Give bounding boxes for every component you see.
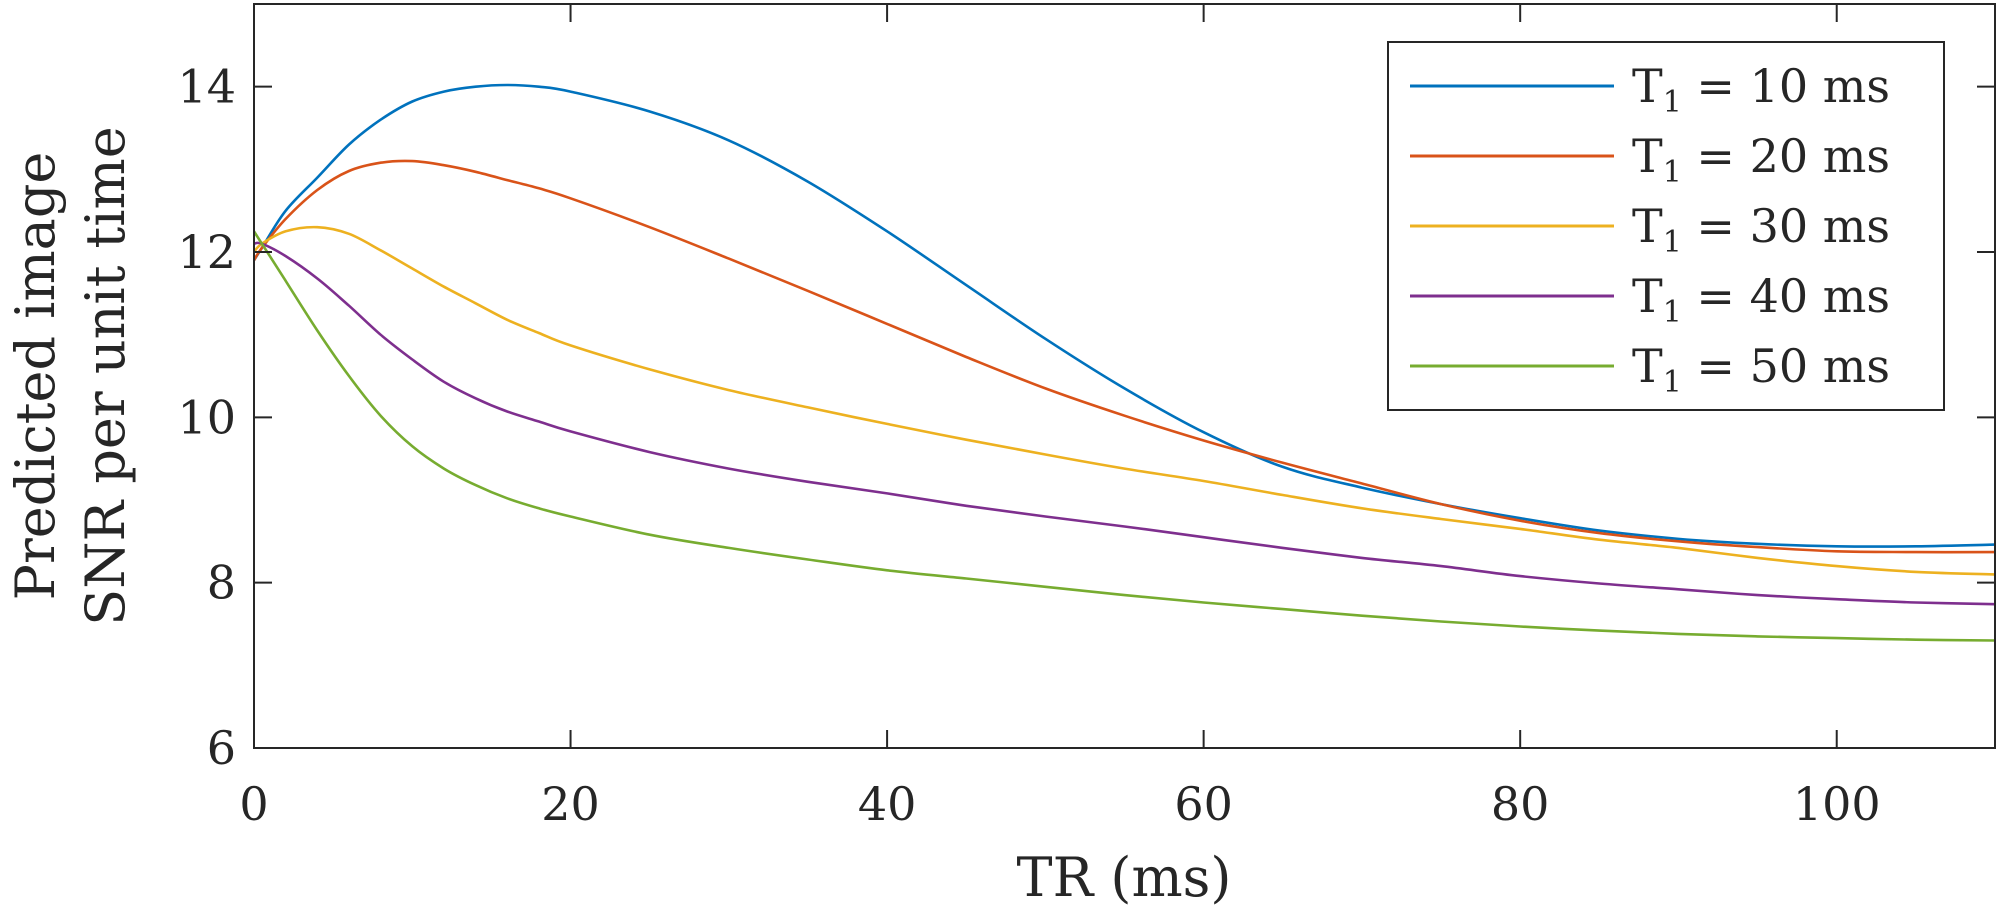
legend-label-t1-50ms: T1 = 50 ms [1632,339,1890,400]
series-line-t1-50ms [252,230,1996,642]
x-tick-label: 20 [541,777,600,831]
series-line-t1-30ms [252,225,1996,576]
y-tick-label: 8 [207,556,236,610]
y-tick-label: 14 [177,60,236,114]
legend-label-t1-40ms: T1 = 40 ms [1632,269,1890,330]
y-axis-title: Predicted image SNR per unit time [4,126,137,625]
series-line-t1-20ms [252,159,1996,554]
legend: T1 = 10 ms T1 = 20 ms T1 = 30 ms T1 = 40 ms… [1387,41,1945,411]
x-tick-label: 40 [858,777,917,831]
y-tick-label: 12 [177,225,236,279]
series-line-t1-10ms [252,83,1996,548]
series-layer [252,83,1996,642]
legend-label-t1-30ms: T1 = 30 ms [1632,199,1890,260]
plot-area-frame [253,3,1996,749]
x-tick-label: 60 [1174,777,1233,831]
y-tick-label: 6 [207,721,236,775]
series-line-t1-40ms [253,241,1996,606]
y-tick-label: 10 [177,390,236,444]
x-tick-label: 100 [1793,777,1881,831]
x-tick-label: 0 [239,777,268,831]
y-axis-title-line-1: Predicted image [4,152,67,601]
axis-ticks: 0 20 40 60 80 100 6 8 10 12 14 [177,4,1995,831]
legend-label-t1-20ms: T1 = 20 ms [1632,129,1890,190]
legend-label-t1-10ms: T1 = 10 ms [1632,59,1890,120]
x-axis-title: TR (ms) [1017,846,1232,909]
y-axis-title-line-2: SNR per unit time [74,126,137,625]
x-tick-label: 80 [1491,777,1550,831]
